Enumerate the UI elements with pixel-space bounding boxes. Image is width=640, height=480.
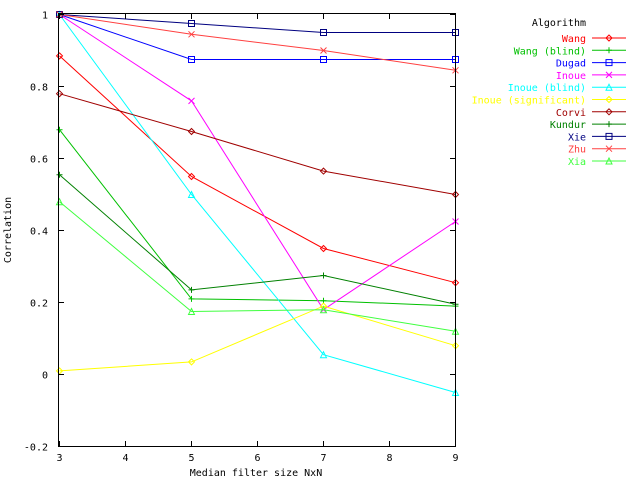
series-line-inoue (59, 14, 456, 311)
y-tick-label: 0 (42, 371, 48, 382)
data-point-wang (319, 244, 328, 253)
data-point-kundur (188, 286, 195, 293)
data-point-xie (320, 29, 327, 36)
x-tick-label: 5 (188, 453, 194, 464)
series-line-wang-blind (59, 129, 456, 307)
series-zhu (56, 11, 459, 74)
data-point-dugad (320, 56, 327, 63)
legend-marker-xie (605, 132, 613, 140)
legend-marker-zhu (605, 145, 613, 153)
data-point-xia (319, 305, 328, 314)
series-line-kundur (59, 174, 456, 305)
y-tick-label: 1 (42, 11, 48, 22)
data-point-inoue (188, 97, 195, 105)
series-line-corvi (59, 93, 456, 195)
series-line-dugad (59, 14, 456, 60)
y-tick-label: 0.4 (30, 227, 48, 238)
axes: 3 4 5 6 7 8 9 -0.2 0 0.2 0.4 0.6 0.8 1 (24, 11, 459, 465)
y-tick-label: 0.6 (30, 155, 48, 166)
series-dugad (56, 11, 459, 63)
x-tick-label: 4 (122, 453, 128, 464)
legend-label-xie: Xie (568, 132, 586, 143)
y-tick-label: 0.8 (30, 83, 48, 94)
x-tick-label: 8 (386, 453, 392, 464)
data-point-corvi (319, 167, 328, 175)
legend-label-inoue: Inoue (556, 71, 586, 82)
x-tick-label: 6 (254, 453, 260, 464)
y-axis-label: Correlation (3, 197, 14, 263)
series-wang (55, 52, 460, 287)
legend-label-inoue-blind: Inoue (blind) (508, 83, 586, 94)
series-line-inoue-blind (59, 14, 456, 393)
series-line-xia (59, 201, 456, 332)
data-point-wang (187, 172, 196, 181)
data-point-inoue-significant (55, 367, 64, 375)
legend-marker-kundur (606, 121, 612, 128)
legend-label-wang: Wang (562, 34, 586, 45)
data-point-inoue-blind (319, 350, 328, 359)
legend-marker-inoue-significant (605, 95, 613, 104)
plot-lines (55, 10, 460, 396)
data-point-wang-blind (56, 126, 63, 133)
series-inoue-significant (55, 302, 460, 375)
legend-marker-dugad (605, 59, 613, 67)
series-wang-blind (56, 126, 459, 310)
data-point-kundur (320, 272, 327, 279)
legend-marker-wang-blind (606, 47, 612, 54)
legend-label-xia: Xia (568, 157, 586, 168)
data-point-zhu (320, 47, 327, 54)
data-point-corvi (187, 127, 196, 136)
x-tick-label: 9 (452, 453, 458, 464)
legend-marker-xia (605, 156, 613, 165)
data-point-inoue-significant (187, 358, 196, 366)
legend-title: Algorithm (532, 18, 586, 29)
series-line-wang (59, 55, 456, 284)
legend-label-kundur: Kundur (550, 120, 586, 131)
legend-label-wang-blind: Wang (blind) (514, 46, 586, 57)
legend-marker-wang (605, 34, 613, 42)
data-point-wang-blind (188, 295, 195, 302)
legend-label-dugad: Dugad (556, 59, 586, 70)
data-point-wang (55, 52, 64, 60)
data-point-kundur (56, 171, 63, 178)
series-line-inoue-significant (59, 305, 456, 372)
series-line-zhu (59, 14, 456, 71)
data-point-xie (188, 20, 195, 27)
legend-label-inoue-significant: Inoue (significant) (472, 96, 586, 107)
legend-label-corvi: Corvi (556, 108, 586, 119)
series-kundur (56, 171, 459, 308)
data-point-xia (187, 307, 196, 315)
plot-frame (58, 13, 456, 447)
y-tick-label: 0.2 (30, 299, 48, 310)
x-tick-label: 3 (56, 453, 62, 464)
data-point-zhu (188, 30, 195, 38)
data-point-corvi (55, 89, 64, 98)
data-point-inoue-blind (187, 190, 196, 198)
data-point-dugad (188, 56, 195, 63)
legend-marker-inoue-blind (605, 83, 613, 91)
series-xia (55, 197, 460, 335)
legend-label-zhu: Zhu (568, 145, 586, 156)
x-axis-label: Median filter size NxN (190, 468, 322, 479)
legend-marker-corvi (605, 108, 613, 116)
x-tick-label: 7 (320, 453, 326, 464)
data-point-inoue-significant (319, 302, 328, 310)
series-corvi (55, 89, 460, 199)
legend-marker-inoue (605, 71, 613, 79)
y-tick-label: -0.2 (24, 443, 48, 454)
